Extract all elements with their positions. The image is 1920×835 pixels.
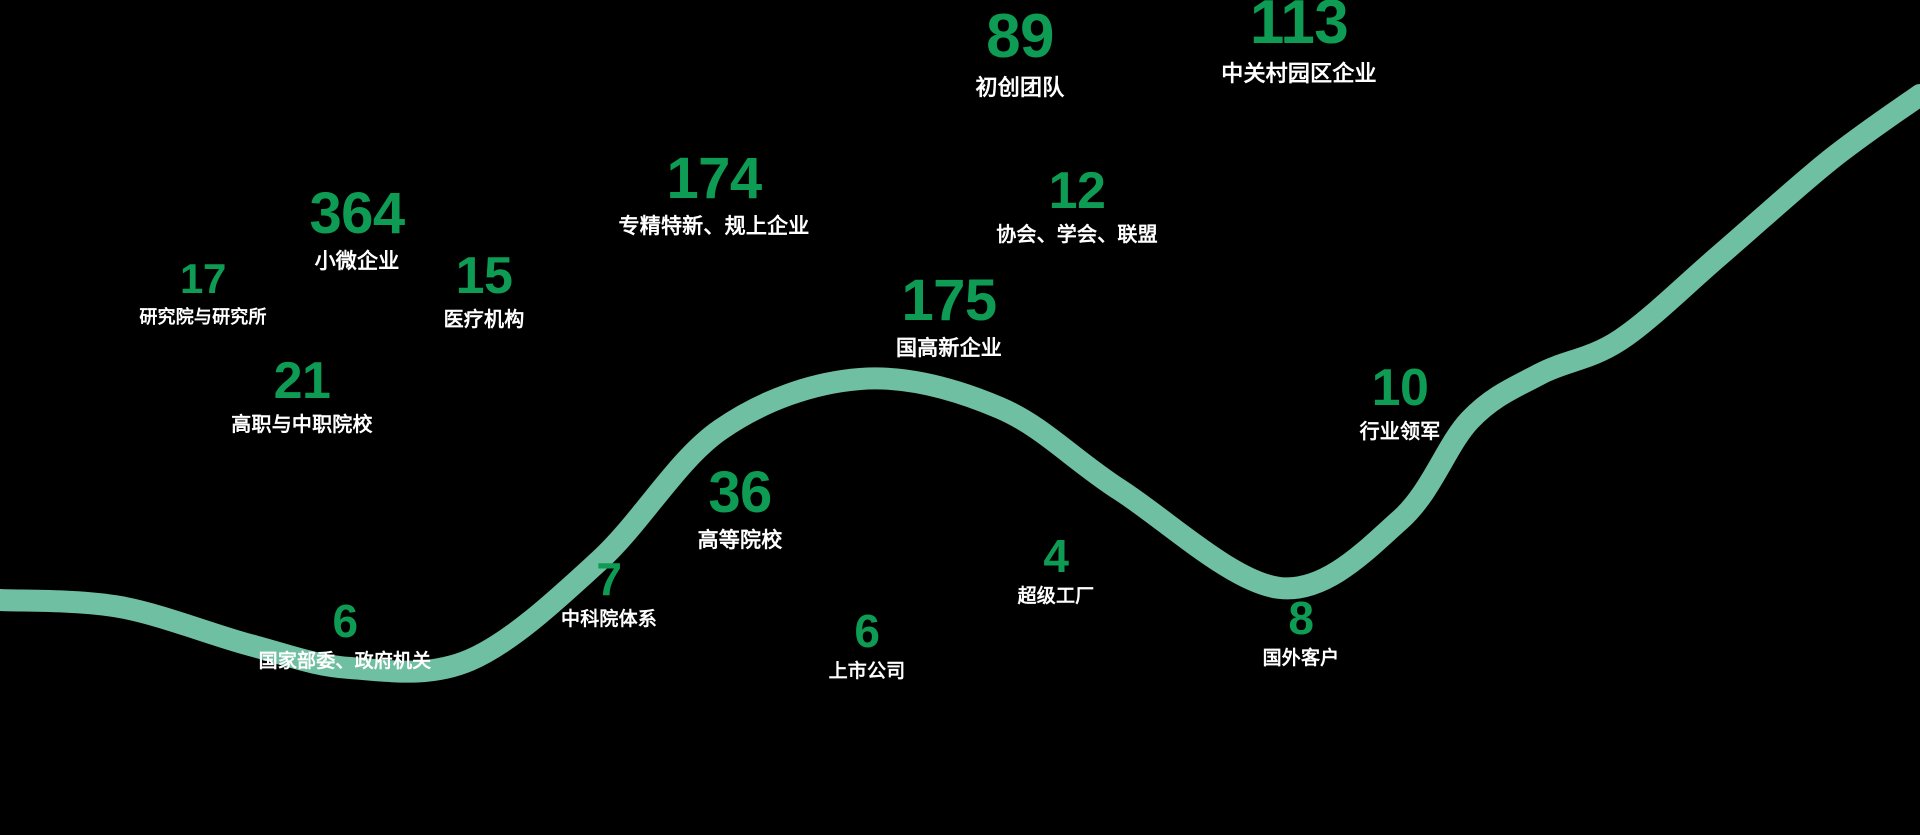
stat-item: 364 小微企业 <box>309 181 405 275</box>
stat-item: 12 协会、学会、联盟 <box>996 165 1158 248</box>
stat-label: 中关村园区企业 <box>1221 61 1377 86</box>
stat-item: 89 初创团队 <box>976 6 1065 102</box>
stat-value: 8 <box>1288 592 1314 644</box>
stat-item: 15 医疗机构 <box>444 250 525 333</box>
stat-label: 行业领军 <box>1359 421 1441 443</box>
stat-label: 专精特新、规上企业 <box>618 215 810 238</box>
stat-label: 国外客户 <box>1262 648 1340 669</box>
stat-item: 175 国高新企业 <box>896 272 1002 362</box>
stat-label: 上市公司 <box>828 661 906 682</box>
stat-item: 10 行业领军 <box>1360 362 1441 445</box>
stat-value: 36 <box>708 460 772 525</box>
stat-item: 17 研究院与研究所 <box>139 258 266 329</box>
stat-value: 89 <box>986 2 1054 71</box>
stat-value: 6 <box>332 595 358 647</box>
stat-label: 协会、学会、联盟 <box>996 224 1158 246</box>
stat-value: 17 <box>180 255 226 302</box>
stat-item: 113 中关村园区企业 <box>1221 0 1377 88</box>
stat-item: 6 国家部委、政府机关 <box>259 598 432 674</box>
stat-label: 高等院校 <box>697 529 783 552</box>
stat-item: 36 高等院校 <box>698 464 783 554</box>
stat-item: 7 中科院体系 <box>561 556 657 632</box>
stat-item: 4 超级工厂 <box>1018 533 1095 609</box>
stat-label: 小微企业 <box>314 250 400 273</box>
stat-label: 初创团队 <box>975 75 1065 100</box>
stat-value: 21 <box>273 352 331 410</box>
stat-label: 中科院体系 <box>561 609 657 630</box>
stat-item: 21 高职与中职院校 <box>231 355 372 438</box>
stat-value: 113 <box>1249 0 1349 57</box>
stat-label: 超级工厂 <box>1017 586 1095 607</box>
stat-label: 高职与中职院校 <box>231 414 373 436</box>
stat-value: 15 <box>455 247 513 305</box>
stat-item: 174 专精特新、规上企业 <box>619 150 810 240</box>
stat-item: 6 上市公司 <box>829 608 906 684</box>
stat-value: 364 <box>309 181 405 246</box>
stat-value: 4 <box>1043 530 1069 582</box>
stat-label: 国高新企业 <box>895 337 1003 360</box>
stat-value: 174 <box>666 146 762 211</box>
stat-label: 国家部委、政府机关 <box>258 651 432 672</box>
stat-value: 12 <box>1048 162 1106 220</box>
stat-value: 10 <box>1371 359 1429 417</box>
stat-label: 研究院与研究所 <box>139 307 267 327</box>
stat-value: 7 <box>596 553 622 605</box>
stat-item: 8 国外客户 <box>1263 595 1340 671</box>
stat-label: 医疗机构 <box>443 309 525 331</box>
stat-value: 175 <box>901 268 997 333</box>
stat-value: 6 <box>854 605 880 657</box>
